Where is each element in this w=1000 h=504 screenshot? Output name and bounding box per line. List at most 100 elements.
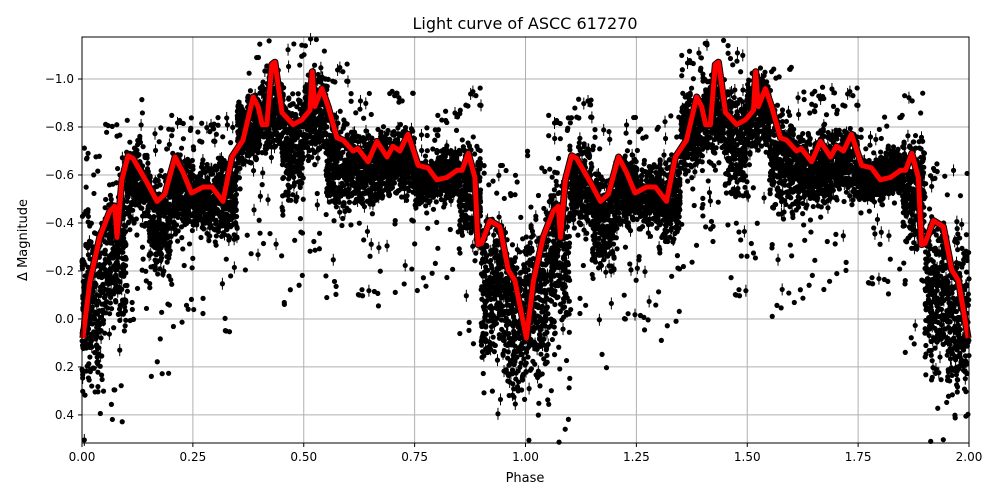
observation-point [175,239,180,244]
observation-point [190,167,195,172]
observation-point [84,185,89,190]
observation-point [107,261,112,266]
observation-point [105,287,110,292]
observation-point [193,201,198,206]
observation-point [142,188,147,193]
observation-point [358,138,363,143]
observation-point [306,153,311,158]
observation-point [82,146,87,151]
observation-point [184,303,189,308]
observation-point [272,103,277,108]
observation-point [173,200,178,205]
observation-point [371,167,376,172]
observation-point [439,197,444,202]
observation-point [363,101,368,106]
observation-point [192,218,197,223]
observation-point [380,193,385,198]
observation-point [286,198,291,203]
observation-point [101,389,106,394]
observation-point [216,226,221,231]
observation-point [188,128,193,133]
observation-point [342,176,347,181]
observation-point [166,371,171,376]
observation-point [237,122,242,127]
observation-point [121,256,126,261]
observation-point [237,186,242,191]
observation-point [182,209,187,214]
observation-point [419,132,424,137]
observation-point [367,254,372,259]
observation-point [217,157,222,162]
observation-point [107,331,112,336]
observation-point [87,354,92,359]
observation-point [165,301,170,306]
observation-point [280,213,285,218]
observation-point [300,273,305,278]
observation-point [119,273,124,278]
observation-point [347,191,352,196]
observation-point [84,156,89,161]
observation-point [103,122,108,127]
observation-point [356,164,361,169]
observation-point [425,192,430,197]
observation-point [206,238,211,243]
observation-point [341,117,346,122]
observation-point [152,131,157,136]
observation-point [82,437,87,442]
observation-point [182,263,187,268]
observation-point [120,419,125,424]
observation-point [385,131,390,136]
observation-point [130,170,135,175]
observation-point [122,328,127,333]
observation-point [421,275,426,280]
observation-point [156,205,161,210]
observation-point [220,281,225,286]
observation-point [129,200,134,205]
observation-point [320,75,325,80]
observation-point [303,43,308,48]
observation-point [370,200,375,205]
observation-point [296,91,301,96]
observation-point [121,243,126,248]
observation-point [376,303,381,308]
observation-point [100,377,105,382]
observation-point [312,150,317,155]
observation-point [157,214,162,219]
observation-point [156,222,161,227]
observation-point [190,228,195,233]
observation-point [140,110,145,115]
observation-point [332,79,337,84]
observation-point [200,296,205,301]
observation-point [199,139,204,144]
observation-point [315,202,320,207]
observation-point [131,317,136,322]
observation-point [164,146,169,151]
observation-point [91,191,96,196]
observation-point [297,62,302,67]
observation-point [420,187,425,192]
observation-point [98,411,103,416]
observation-point [417,201,422,206]
observation-point [292,183,297,188]
observation-point [97,154,102,159]
observation-point [178,120,183,125]
observation-point [280,193,285,198]
observation-point [109,402,114,407]
observation-point [199,203,204,208]
observation-point [113,299,118,304]
observation-point [341,183,346,188]
observation-point [301,197,306,202]
observation-point [436,127,441,132]
observation-point [159,168,164,173]
observation-point [402,281,407,286]
observation-point [104,275,109,280]
observation-point [416,169,421,174]
observation-point [303,84,308,89]
observation-point [233,184,238,189]
observation-point [370,173,375,178]
observation-point [232,265,237,270]
observation-point [149,218,154,223]
observation-point [90,305,95,310]
observation-point [191,147,196,152]
